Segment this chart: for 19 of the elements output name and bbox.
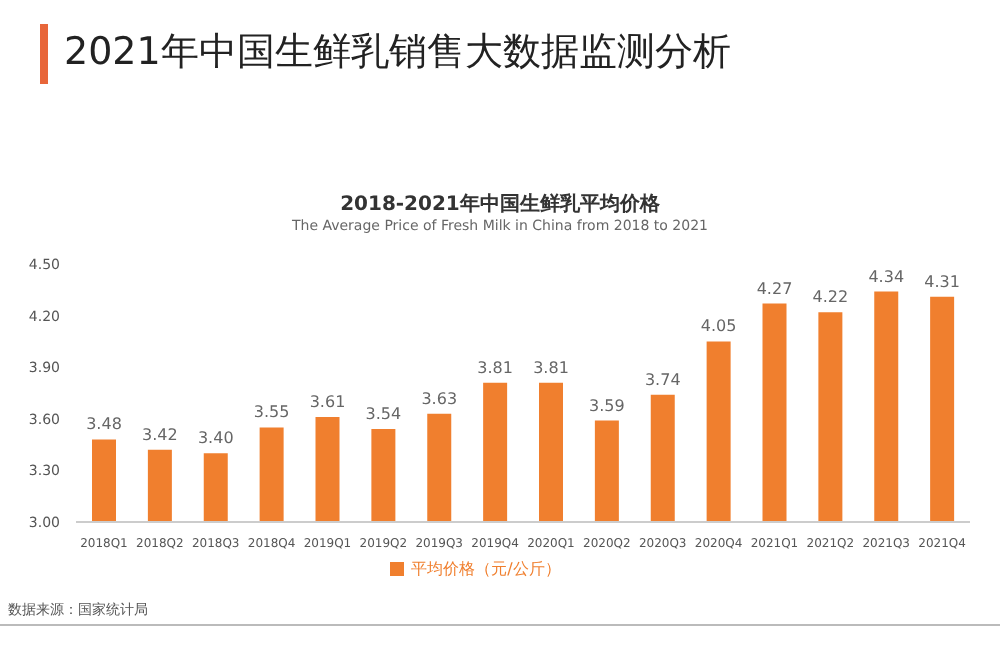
data-label: 3.42 — [142, 425, 178, 444]
data-label: 4.34 — [868, 267, 905, 286]
data-label: 3.74 — [644, 370, 681, 389]
data-label: 4.05 — [700, 317, 737, 336]
data-label: 3.55 — [253, 403, 290, 422]
data-label: 4.31 — [924, 272, 960, 291]
data-label: 3.59 — [589, 396, 625, 415]
data-label: 3.40 — [197, 429, 234, 448]
data-label: 3.63 — [421, 389, 458, 408]
data-label: 3.61 — [309, 393, 346, 412]
data-label: 3.48 — [86, 415, 122, 434]
data-label: 3.54 — [365, 405, 402, 424]
data-label: 4.27 — [756, 279, 793, 298]
chart-subtitle: 2018-2021年中国生鲜乳平均价格 — [338, 191, 662, 218]
data-label: 4.22 — [812, 288, 849, 307]
data-label: 3.81 — [477, 358, 513, 377]
data-label: 3.81 — [533, 358, 569, 377]
legend-label: 平均价格（元/公斤） — [411, 560, 561, 578]
chart-title: 2021年中国生鲜乳销售大数据监测分析 — [64, 28, 731, 78]
